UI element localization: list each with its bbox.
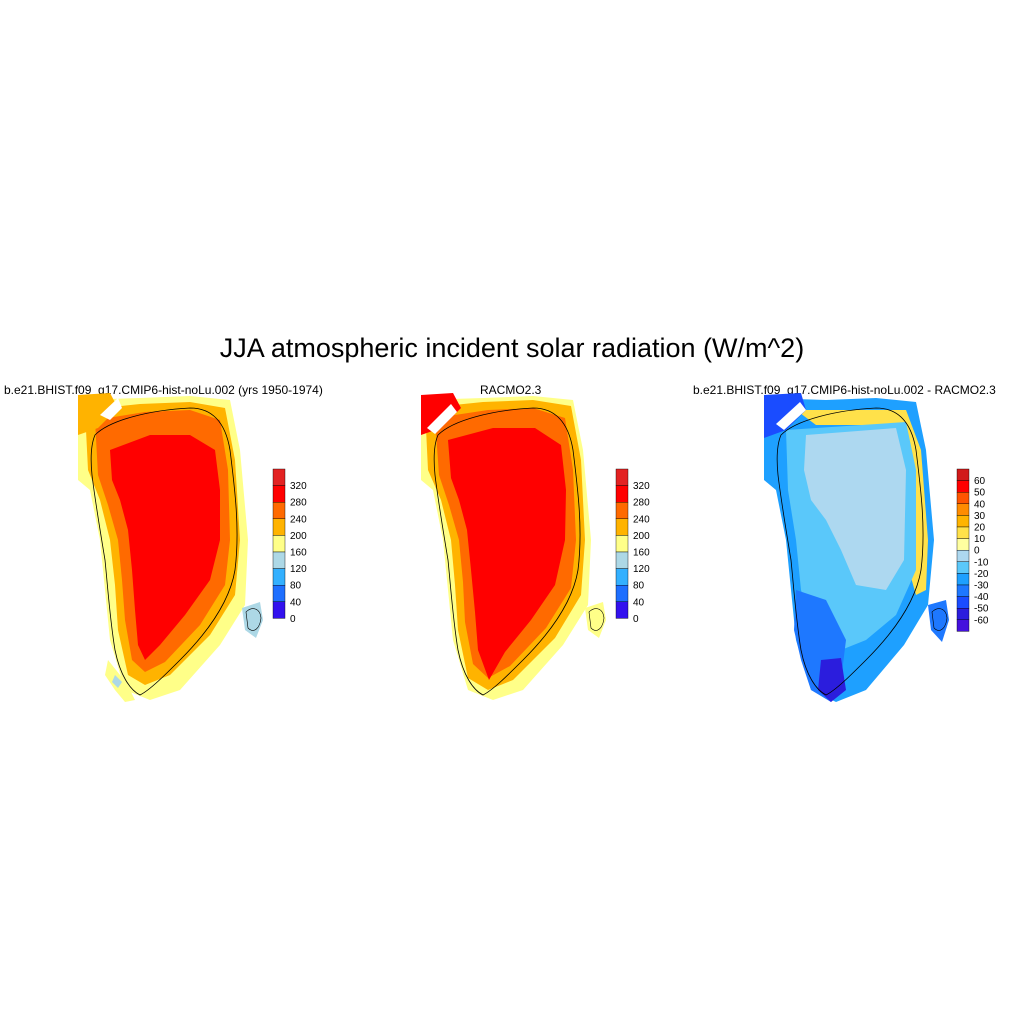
- colorbar-swatch: [956, 538, 970, 551]
- colorbar-swatch: [956, 492, 970, 505]
- colorbar-tick-label: -30: [974, 581, 989, 592]
- field-nw-white: [100, 398, 122, 420]
- colorbar-tick-label: 40: [290, 597, 302, 608]
- colorbar-swatch: [956, 596, 970, 609]
- colorbar-racmo: 320 280 240 200 160 120 80 40 0: [615, 468, 650, 625]
- iceland-coastline: [588, 608, 605, 631]
- field-interior-lightblue: [804, 428, 906, 590]
- field-south-tip-indigo: [818, 658, 846, 702]
- map-panel-racmo: [421, 393, 606, 700]
- colorbar-swatch: [956, 619, 970, 632]
- greenland-coastline: [433, 407, 581, 696]
- greenland-coastline: [90, 407, 238, 696]
- colorbar-swatch: [956, 503, 970, 516]
- colorbar-tick-label: 0: [974, 546, 980, 557]
- colorbar-swatch: [272, 485, 286, 503]
- colorbar-tick-label: -20: [974, 569, 989, 580]
- greenland-field: [421, 393, 606, 700]
- colorbar-tick-label: 160: [290, 548, 307, 559]
- colorbar-swatch: [956, 468, 970, 481]
- colorbar-tick-label: 20: [974, 523, 986, 534]
- colorbar-swatch: [615, 601, 629, 619]
- colorbar-swatch: [615, 485, 629, 503]
- colorbar-tick-label: 120: [633, 564, 650, 575]
- colorbar-swatch: [615, 584, 629, 602]
- colorbar-tick-label: -10: [974, 557, 989, 568]
- greenland-field: [78, 393, 263, 702]
- colorbar-swatch: [272, 518, 286, 536]
- colorbar-swatch: [956, 526, 970, 539]
- colorbar-tick-label: 40: [633, 597, 645, 608]
- field-nw-white: [776, 402, 806, 430]
- colorbar-swatch: [615, 518, 629, 536]
- colorbar-tick-label: 200: [290, 531, 307, 542]
- colorbar-tick-label: 60: [974, 476, 986, 487]
- field-nw-corner: [78, 393, 118, 435]
- colorbar-swatch: [615, 468, 629, 486]
- field-nw-corner: [764, 393, 806, 438]
- colorbar-tick-label: 280: [290, 498, 307, 509]
- colorbar-tick-label: 80: [633, 581, 645, 592]
- iceland-coastline: [245, 608, 262, 631]
- colorbar-swatch: [956, 573, 970, 586]
- colorbar-swatch: [272, 584, 286, 602]
- greenland-coastline: [776, 407, 924, 696]
- colorbar-swatch: [272, 502, 286, 520]
- colorbar-model: 320 280 240 200 160 120 80 40 0: [272, 468, 307, 625]
- colorbar-tick-label: 40: [974, 499, 986, 510]
- colorbar-tick-label: 320: [633, 481, 650, 492]
- colorbar-tick-label: 0: [290, 614, 296, 625]
- colorbar-swatch: [615, 502, 629, 520]
- field-band-peak: [448, 428, 566, 680]
- colorbar-tick-label: 240: [290, 514, 307, 525]
- colorbar-tick-label: 160: [633, 548, 650, 559]
- colorbar-swatch: [956, 549, 970, 562]
- colorbar-tick-label: 200: [633, 531, 650, 542]
- colorbar-swatch: [956, 561, 970, 574]
- colorbar-swatch: [615, 568, 629, 586]
- field-band-peak: [110, 435, 220, 660]
- field-south-tip: [112, 675, 122, 688]
- colorbar-tick-label: -60: [974, 615, 989, 626]
- colorbar-tick-label: 10: [974, 534, 986, 545]
- colorbar-tick-label: 120: [290, 564, 307, 575]
- field-iceland: [585, 602, 606, 638]
- colorbar-tick-label: 280: [633, 498, 650, 509]
- colorbar-tick-label: 240: [633, 514, 650, 525]
- colorbar-tick-label: -40: [974, 592, 989, 603]
- colorbar-swatch: [615, 535, 629, 553]
- colorbar-swatch: [956, 584, 970, 597]
- colorbar-swatch: [956, 607, 970, 620]
- map-panel-difference: [764, 393, 949, 702]
- colorbar-tick-label: 30: [974, 511, 986, 522]
- field-nw-white: [427, 404, 457, 434]
- colorbar-swatch: [956, 515, 970, 528]
- colorbar-swatch: [272, 568, 286, 586]
- field-iceland: [242, 602, 263, 638]
- field-iceland: [928, 600, 949, 642]
- colorbar-swatch: [272, 601, 286, 619]
- colorbar-tick-label: 50: [974, 488, 986, 499]
- colorbar-swatch: [272, 551, 286, 569]
- colorbar-swatch: [272, 468, 286, 486]
- iceland-coastline: [931, 608, 948, 631]
- colorbar-swatch: [956, 480, 970, 493]
- difference-field: [764, 393, 949, 702]
- panel-title-model: b.e21.BHIST.f09_g17.CMIP6-hist-noLu.002 …: [4, 383, 323, 397]
- colorbar-tick-label: 80: [290, 581, 302, 592]
- colorbar-tick-label: 320: [290, 481, 307, 492]
- colorbar-swatch: [615, 551, 629, 569]
- colorbar-swatch: [272, 535, 286, 553]
- figure-title: JJA atmospheric incident solar radiation…: [219, 333, 805, 363]
- panel-title-difference: b.e21.BHIST.f09_g17.CMIP6-hist-noLu.002 …: [693, 383, 996, 397]
- panel-title-racmo: RACMO2.3: [480, 383, 542, 397]
- map-panel-model: [78, 393, 263, 702]
- colorbar-tick-label: 0: [633, 614, 639, 625]
- colorbar-tick-label: -50: [974, 604, 989, 615]
